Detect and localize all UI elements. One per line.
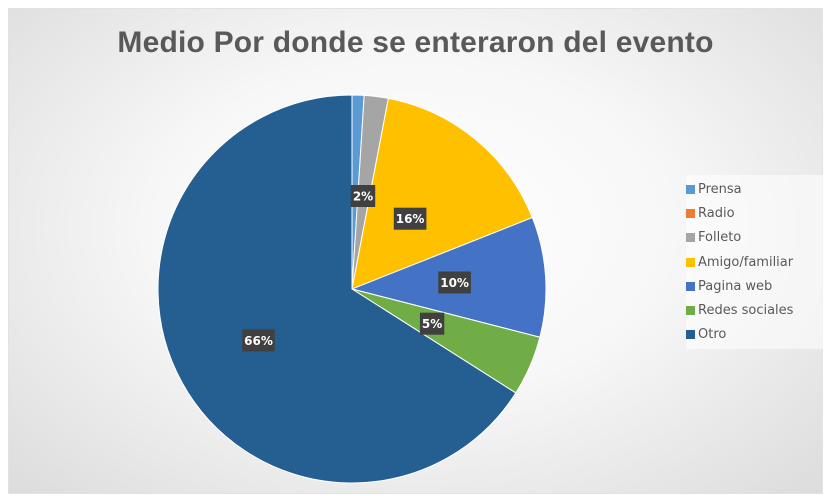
legend-swatch bbox=[686, 306, 695, 316]
legend-item-radio: Radio bbox=[686, 201, 828, 225]
legend-label: Pagina web bbox=[698, 278, 773, 294]
data-label-text: 16% bbox=[396, 212, 425, 226]
legend-item-redes-sociales: Redes sociales bbox=[686, 298, 828, 322]
legend-swatch bbox=[686, 281, 695, 291]
data-label-box bbox=[419, 312, 445, 335]
data-label-text: 66% bbox=[244, 334, 273, 348]
data-label-box bbox=[350, 185, 376, 207]
data-label-box bbox=[393, 207, 427, 230]
legend-item-pagina-web: Pagina web bbox=[686, 274, 828, 298]
legend-item-folleto: Folleto bbox=[686, 226, 828, 250]
legend-item-amigo-familiar: Amigo/familiar bbox=[686, 250, 828, 274]
data-label-amigo-familiar: 16% bbox=[393, 207, 427, 230]
legend-item-prensa: Prensa bbox=[686, 177, 828, 201]
pie-slice-amigo-familiar bbox=[351, 97, 534, 290]
legend-label: Folleto bbox=[698, 230, 742, 246]
legend-swatch bbox=[686, 257, 695, 267]
legend-label: Radio bbox=[698, 205, 735, 221]
pie-slice-otro bbox=[157, 94, 517, 484]
data-label-folleto: 2% bbox=[350, 185, 376, 207]
pie-data-labels: 2% 16% 10% 5% 66% bbox=[242, 185, 471, 352]
data-label-text: 2% bbox=[353, 190, 373, 204]
data-label-box bbox=[438, 271, 471, 294]
data-label-box bbox=[242, 329, 275, 352]
legend-item-otro: Otro bbox=[686, 323, 828, 347]
legend-swatch bbox=[686, 233, 695, 243]
data-label-redes-sociales: 5% bbox=[419, 312, 445, 335]
legend-swatch bbox=[686, 208, 695, 218]
data-label-text: 5% bbox=[422, 317, 442, 331]
chart-legend: Prensa Radio Folleto Amigo/familiar Pagina w… bbox=[686, 175, 828, 350]
legend-label: Prensa bbox=[698, 181, 742, 197]
legend-swatch bbox=[686, 330, 695, 340]
legend-label: Redes sociales bbox=[698, 303, 794, 319]
pie-slices bbox=[157, 94, 547, 484]
legend-label: Otro bbox=[698, 327, 727, 343]
legend-label: Amigo/familiar bbox=[698, 254, 794, 270]
data-label-pagina-web: 10% bbox=[438, 271, 471, 294]
data-label-otro: 66% bbox=[242, 329, 275, 352]
data-label-text: 10% bbox=[440, 276, 469, 290]
chart-title: Medio Por donde se enteraron del evento bbox=[117, 26, 714, 59]
legend-swatch bbox=[686, 184, 695, 194]
